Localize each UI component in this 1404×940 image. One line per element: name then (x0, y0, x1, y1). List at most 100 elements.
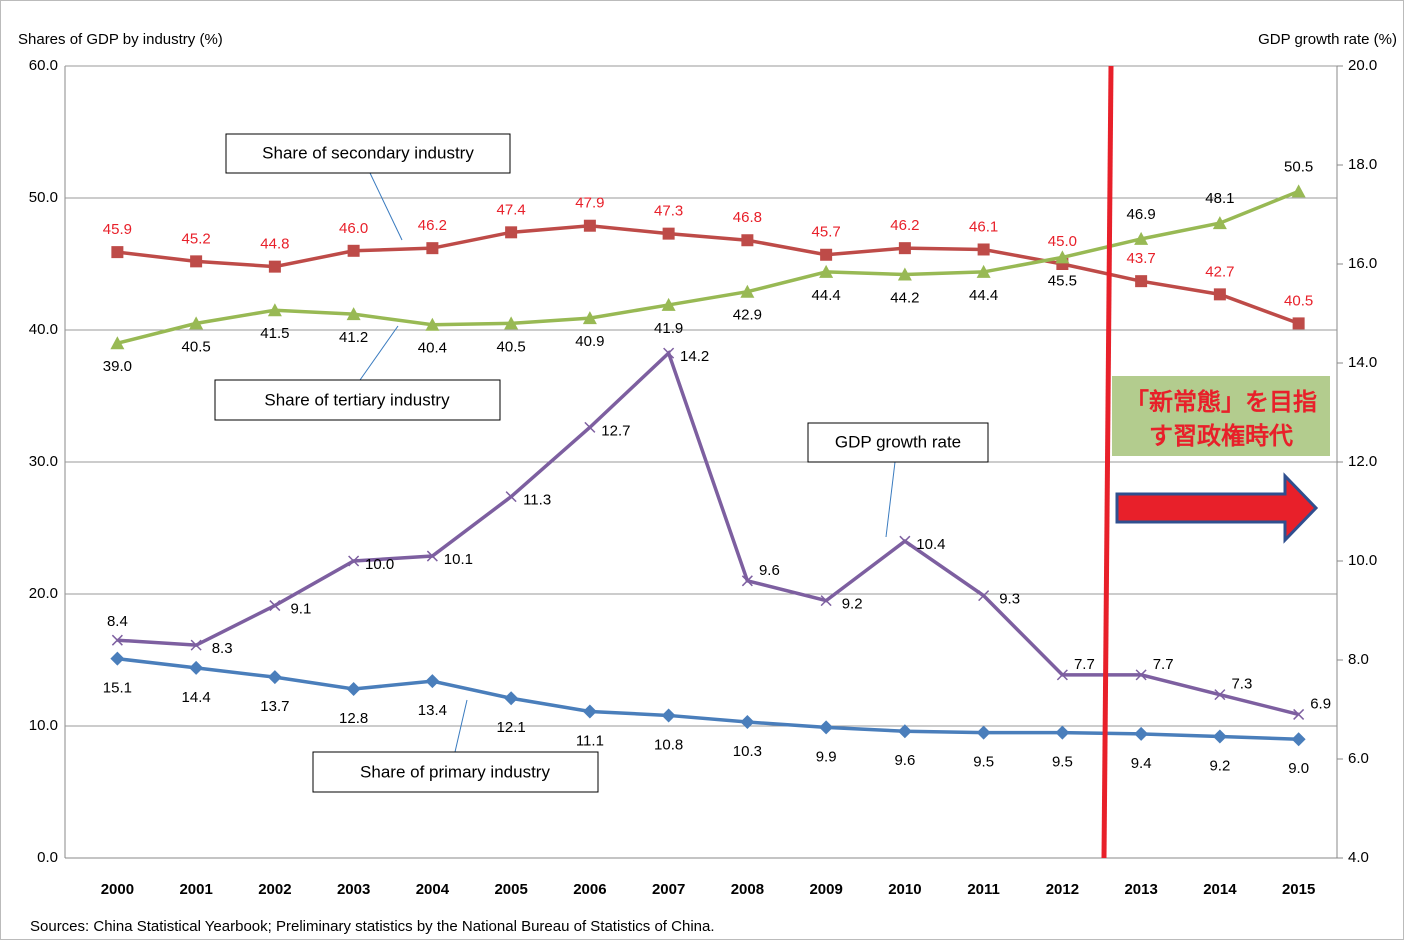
marker (662, 227, 675, 240)
data-label: 47.9 (575, 195, 604, 212)
era-line (1101, 65, 1114, 859)
marker (1135, 669, 1147, 681)
data-label: 9.9 (816, 748, 837, 765)
data-label: 9.6 (894, 752, 915, 769)
data-label: 40.5 (497, 338, 526, 355)
data-label: 46.1 (969, 218, 998, 235)
y-tick-label: 30.0 (29, 453, 58, 470)
marker (1055, 250, 1070, 264)
y-tick-label: 60.0 (29, 57, 58, 74)
y2-tick-label: 12.0 (1348, 453, 1377, 470)
data-label: 7.7 (1074, 656, 1095, 673)
marker (1291, 732, 1306, 747)
marker (741, 234, 754, 247)
marker (1291, 184, 1306, 198)
data-label: 41.5 (260, 325, 289, 342)
data-label: 9.5 (973, 754, 994, 771)
x-tick-label: 2012 (1046, 881, 1079, 898)
line (117, 223, 1300, 326)
data-label: 13.7 (260, 698, 289, 715)
data-label: 40.4 (418, 340, 447, 357)
marker (740, 715, 755, 730)
marker (899, 535, 911, 547)
marker (977, 243, 990, 256)
data-label: 10.4 (916, 536, 945, 553)
data-label: 45.9 (103, 221, 132, 238)
marker (425, 674, 440, 689)
callout-text: Share of primary industry (360, 762, 550, 781)
data-label: 45.2 (182, 230, 211, 247)
data-label: 44.4 (969, 287, 998, 304)
marker (269, 600, 281, 612)
marker (189, 660, 204, 675)
marker (425, 317, 440, 331)
y2-tick-label: 16.0 (1348, 255, 1377, 272)
data-label: 9.1 (290, 601, 311, 618)
callout-box (214, 379, 501, 421)
x-tick-label: 2006 (573, 881, 606, 898)
marker (346, 307, 361, 321)
marker (268, 260, 281, 273)
data-label: 44.4 (812, 287, 841, 304)
marker (111, 246, 124, 259)
callout-text: GDP growth rate (835, 432, 961, 451)
marker (267, 670, 282, 685)
marker (347, 244, 360, 257)
data-label: 9.3 (999, 591, 1020, 608)
y-tick-label: 40.0 (29, 321, 58, 338)
marker (978, 590, 990, 602)
data-label: 43.7 (1127, 250, 1156, 267)
callout-arrow (369, 172, 403, 241)
data-label: 45.0 (1048, 233, 1077, 250)
callout-text: Share of tertiary industry (264, 390, 450, 409)
marker (976, 725, 991, 740)
data-label: 8.3 (212, 640, 233, 657)
x-tick-label: 2010 (888, 881, 921, 898)
data-label: 13.4 (418, 702, 447, 719)
x-tick-label: 2013 (1124, 881, 1157, 898)
era-text: 「新常態」を目指 (1125, 388, 1317, 416)
callout-arrow (359, 325, 399, 381)
y2-tick-label: 20.0 (1348, 57, 1377, 74)
data-label: 9.2 (842, 596, 863, 613)
data-label: 12.8 (339, 710, 368, 727)
data-label: 47.3 (654, 203, 683, 220)
data-label: 46.2 (418, 217, 447, 234)
marker (898, 242, 911, 255)
y-tick-label: 10.0 (29, 717, 58, 734)
marker (1292, 317, 1305, 330)
data-label: 10.8 (654, 736, 683, 753)
y2-axis-title: GDP growth rate (%) (1258, 31, 1397, 48)
y-tick-label: 0.0 (37, 849, 58, 866)
y2-tick-label: 18.0 (1348, 156, 1377, 173)
callout-box (225, 133, 511, 174)
marker (504, 316, 519, 330)
y2-tick-label: 4.0 (1348, 849, 1369, 866)
marker (190, 255, 203, 268)
data-label: 45.7 (812, 224, 841, 241)
y2-tick-label: 8.0 (1348, 651, 1369, 668)
x-tick-label: 2004 (416, 881, 450, 898)
y-axis-title: Shares of GDP by industry (%) (18, 31, 223, 48)
x-tick-label: 2007 (652, 881, 685, 898)
marker (190, 639, 202, 651)
data-label: 44.8 (260, 236, 289, 253)
y2-tick-label: 10.0 (1348, 552, 1377, 569)
data-label: 11.3 (523, 492, 551, 509)
plot: 0.0 10.0 20.0 30.0 40.0 50.0 60.0 4.0 6.0 8.0 10.0… (29, 57, 1377, 898)
marker (505, 491, 517, 503)
x-tick-label: 2014 (1203, 881, 1237, 898)
marker (1134, 231, 1149, 245)
marker (897, 267, 912, 281)
callout-box (807, 422, 989, 463)
era-arrow (1115, 472, 1319, 544)
marker (583, 219, 596, 232)
data-label: 48.1 (1205, 190, 1234, 207)
data-label: 42.7 (1205, 263, 1234, 280)
marker (820, 595, 832, 607)
data-label: 46.9 (1127, 206, 1156, 223)
callout-arrow (454, 699, 468, 753)
era-box (1112, 376, 1330, 456)
